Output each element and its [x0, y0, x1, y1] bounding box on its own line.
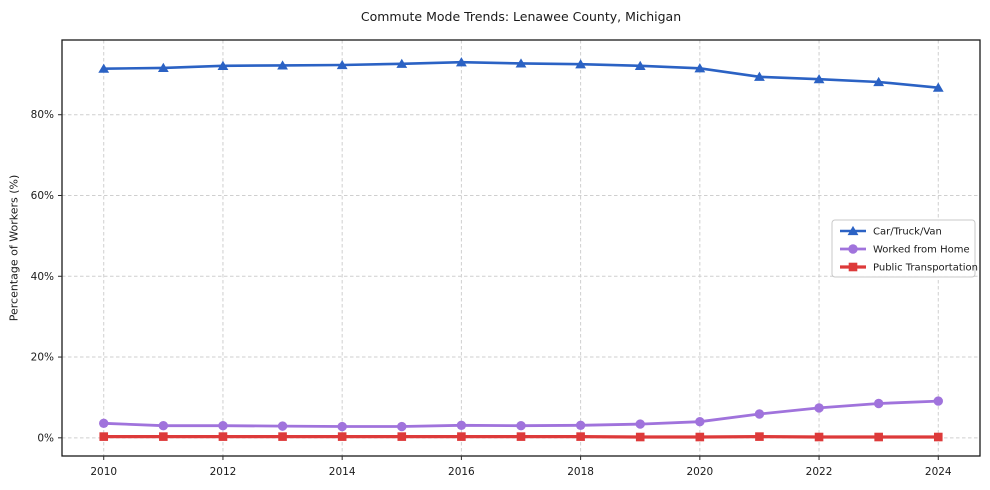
- data-point-public-transportation: [933, 432, 943, 442]
- data-point-public-transportation: [874, 432, 883, 442]
- data-point-car-truck-van: [575, 59, 587, 69]
- data-point-car-truck-van: [754, 71, 765, 81]
- data-point-car-truck-van: [455, 57, 467, 67]
- data-point-car-truck-van: [694, 63, 706, 73]
- data-point-public-transportation: [635, 432, 645, 442]
- data-point-worked-from-home: [695, 416, 705, 427]
- legend-label: Public Transportation: [873, 263, 978, 274]
- data-point-public-transportation: [755, 432, 764, 441]
- data-point-public-transportation: [397, 432, 407, 441]
- legend: Car/Truck/Van Worked from Home Public Tran…: [831, 219, 978, 278]
- data-point-worked-from-home: [575, 420, 586, 431]
- data-point-worked-from-home: [99, 418, 109, 428]
- data-point-car-truck-van: [873, 76, 885, 87]
- series-worked-from-home: [99, 396, 943, 432]
- legend-marker-square-icon: [848, 262, 858, 272]
- data-point-public-transportation: [218, 432, 228, 441]
- y-tick-label: 20%: [31, 352, 54, 364]
- data-point-worked-from-home: [933, 396, 943, 406]
- data-point-car-truck-van: [336, 59, 348, 70]
- data-point-car-truck-van: [396, 58, 408, 68]
- legend-item-car-truck-van: Car/Truck/Van: [840, 225, 942, 238]
- data-point-public-transportation: [457, 432, 466, 441]
- x-tick-label: 2024: [925, 466, 952, 478]
- data-point-public-transportation: [814, 432, 824, 442]
- series-public-transportation: [99, 432, 943, 442]
- data-point-worked-from-home: [754, 409, 765, 419]
- legend-box: [831, 219, 976, 278]
- data-point-worked-from-home: [635, 419, 645, 429]
- y-tick-label: 0%: [37, 432, 54, 444]
- data-point-worked-from-home: [158, 421, 169, 431]
- legend-item-worked-from-home: Worked from Home: [840, 244, 970, 256]
- data-point-public-transportation: [278, 432, 287, 441]
- legend-marker-circle-icon: [848, 244, 858, 254]
- data-point-car-truck-van: [277, 60, 288, 70]
- data-point-worked-from-home: [277, 421, 288, 431]
- data-point-worked-from-home: [516, 421, 526, 431]
- data-point-public-transportation: [695, 432, 705, 442]
- data-point-worked-from-home: [873, 398, 884, 409]
- data-point-worked-from-home: [456, 420, 467, 431]
- x-tick-label: 2016: [448, 466, 475, 478]
- plot-border: [61, 39, 981, 457]
- data-point-car-truck-van: [634, 60, 646, 70]
- data-point-public-transportation: [159, 432, 168, 441]
- legend-label: Car/Truck/Van: [873, 227, 942, 238]
- series-car-truck-van: [98, 57, 944, 92]
- data-point-worked-from-home: [397, 421, 407, 432]
- x-tick-label: 2018: [567, 466, 594, 478]
- legend-marker-triangle-icon: [847, 225, 859, 236]
- y-tick-label: 40%: [31, 271, 54, 283]
- x-tick-label: 2014: [329, 466, 356, 478]
- data-point-public-transportation: [576, 432, 585, 441]
- y-tick-label: 80%: [31, 109, 54, 121]
- legend-item-public-transportation: Public Transportation: [840, 263, 978, 274]
- x-tick-label: 2012: [210, 466, 237, 478]
- data-point-public-transportation: [99, 432, 109, 441]
- data-point-public-transportation: [516, 432, 526, 441]
- data-point-public-transportation: [337, 432, 347, 441]
- data-point-worked-from-home: [814, 403, 824, 413]
- data-point-car-truck-van: [515, 58, 527, 68]
- x-tick-label: 2020: [686, 466, 713, 478]
- chart-title: Commute Mode Trends: Lenawee County, Mic…: [360, 9, 682, 24]
- data-point-car-truck-van: [157, 62, 169, 72]
- data-point-worked-from-home: [218, 421, 228, 431]
- legend-label: Worked from Home: [873, 245, 970, 256]
- x-tick-label: 2022: [806, 466, 833, 478]
- data-point-car-truck-van: [932, 82, 944, 92]
- data-point-car-truck-van: [813, 74, 825, 84]
- data-point-car-truck-van: [98, 63, 110, 73]
- x-tick-label: 2010: [90, 466, 117, 478]
- data-point-worked-from-home: [337, 421, 347, 432]
- data-point-car-truck-van: [217, 60, 229, 70]
- y-tick-label: 60%: [31, 190, 54, 202]
